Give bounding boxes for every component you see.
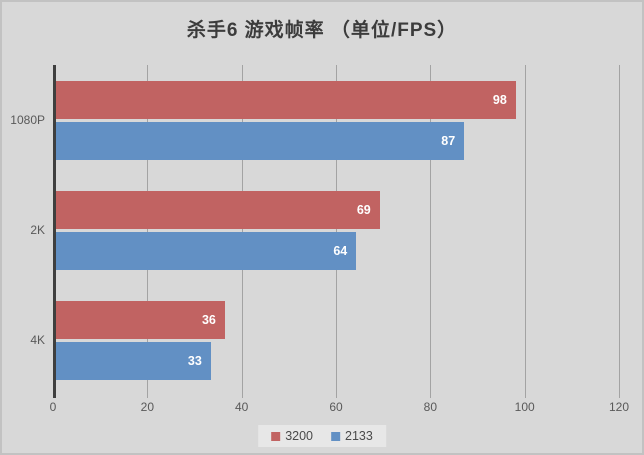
bar-value-label: 87 [441, 133, 456, 148]
x-tick-label-120: 120 [608, 400, 630, 414]
category-label-4k: 4K [30, 333, 45, 347]
bar-2133-4k: 33 [56, 341, 211, 380]
gridline-x-120 [619, 65, 620, 398]
legend-marker-2133 [331, 431, 340, 441]
bar-value-label: 64 [333, 243, 348, 258]
bar-2133-2k: 64 [56, 231, 357, 270]
legend-label-3200: 3200 [285, 429, 313, 443]
bar-2133-1080p: 87 [56, 121, 465, 160]
y-axis-category-labels: 1080P 2K 4K [2, 65, 45, 395]
legend-label-2133: 2133 [345, 429, 373, 443]
x-tick-label-40: 40 [234, 400, 249, 414]
chart-title: 杀手6 游戏帧率 （单位/FPS） [186, 20, 458, 41]
bar-rows: 98 87 69 64 36 33 [56, 65, 619, 395]
x-tick-label-20: 20 [140, 400, 155, 414]
x-tick-label-80: 80 [423, 400, 438, 414]
bar-value-label: 98 [492, 92, 507, 107]
y-axis-line [53, 65, 56, 398]
bar-3200-1080p: 98 [56, 80, 516, 119]
x-tick-label-100: 100 [514, 400, 535, 414]
legend-marker-3200 [271, 431, 281, 441]
legend: 3200 2133 [258, 425, 386, 447]
gridline-x-80 [430, 65, 432, 398]
bar-value-label: 36 [201, 312, 216, 327]
bar-value-label: 69 [356, 202, 371, 217]
bar-value-label: 33 [187, 353, 202, 368]
bar-group-4k: 36 33 [56, 285, 619, 395]
gridline-x-100 [524, 65, 526, 398]
legend-item-2133: 2133 [331, 429, 373, 443]
plot-area: 98 87 69 64 36 33 [53, 65, 620, 398]
category-label-1080p: 1080P [10, 113, 45, 127]
bar-group-2k: 69 64 [56, 175, 619, 285]
category-label-2k: 2K [30, 223, 45, 237]
legend-item-3200: 3200 [271, 429, 313, 443]
bar-3200-4k: 36 [56, 300, 225, 339]
x-axis-tick-labels: 0 20 40 60 80 100 120 [49, 400, 629, 414]
bar-group-1080p: 98 87 [56, 65, 619, 175]
x-tick-label-0: 0 [49, 400, 57, 414]
x-tick-label-60: 60 [329, 400, 343, 414]
bar-3200-2k: 69 [56, 190, 380, 229]
